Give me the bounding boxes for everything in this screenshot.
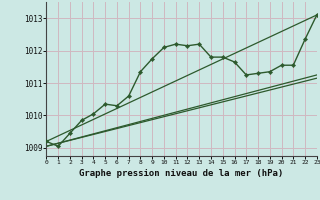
X-axis label: Graphe pression niveau de la mer (hPa): Graphe pression niveau de la mer (hPa) bbox=[79, 169, 284, 178]
